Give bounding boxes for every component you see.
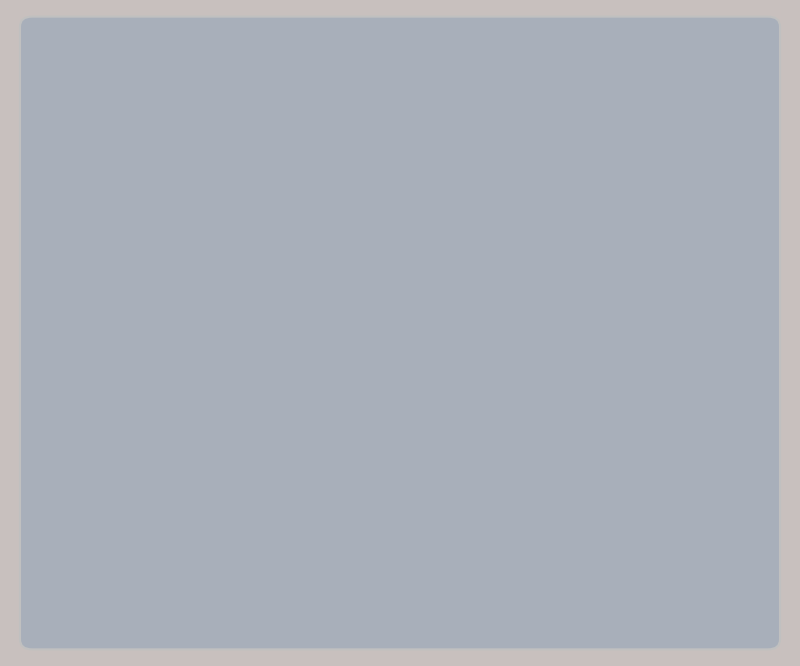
Ellipse shape bbox=[446, 420, 492, 451]
Ellipse shape bbox=[486, 488, 545, 545]
Ellipse shape bbox=[510, 450, 547, 481]
Ellipse shape bbox=[419, 385, 647, 567]
Ellipse shape bbox=[559, 453, 590, 479]
Ellipse shape bbox=[563, 468, 632, 514]
Text: Inner
Membrane: Inner Membrane bbox=[614, 384, 712, 424]
Ellipse shape bbox=[487, 410, 524, 440]
Ellipse shape bbox=[473, 398, 539, 452]
Ellipse shape bbox=[572, 426, 614, 455]
Text: Cellular Respiration: Cellular Respiration bbox=[186, 53, 587, 87]
Text: Mitochondria Structural Features: Mitochondria Structural Features bbox=[475, 328, 646, 338]
Ellipse shape bbox=[498, 501, 531, 532]
Ellipse shape bbox=[516, 406, 588, 455]
Ellipse shape bbox=[478, 468, 506, 494]
Text: and in different places of the cell.: and in different places of the cell. bbox=[52, 168, 497, 194]
FancyBboxPatch shape bbox=[391, 318, 731, 619]
Ellipse shape bbox=[428, 407, 510, 464]
Text: Matrix: Matrix bbox=[414, 498, 540, 537]
Text: Figure 1: Figure 1 bbox=[517, 591, 569, 601]
Ellipse shape bbox=[433, 396, 634, 556]
Ellipse shape bbox=[545, 497, 577, 526]
Ellipse shape bbox=[554, 414, 632, 466]
Ellipse shape bbox=[442, 484, 478, 509]
Ellipse shape bbox=[579, 479, 617, 504]
Ellipse shape bbox=[428, 474, 492, 519]
Ellipse shape bbox=[532, 416, 571, 444]
Text: Membrane: Membrane bbox=[308, 314, 450, 340]
Text: Outer
Membrane: Outer Membrane bbox=[638, 436, 712, 465]
Ellipse shape bbox=[532, 485, 590, 538]
Text: Electron Transport Chain: Inner Mitochondrial: Electron Transport Chain: Inner Mitochon… bbox=[52, 281, 651, 307]
Text: Krebs Cycle: Mitochondrial Matrix: Krebs Cycle: Mitochondrial Matrix bbox=[52, 248, 496, 274]
Text: Cristae: Cristae bbox=[400, 442, 471, 491]
Text: Glycolysis: Cytoplasm (cytosol)Mitochondrial: Glycolysis: Cytoplasm (cytosol)Mitochond… bbox=[52, 216, 645, 242]
Ellipse shape bbox=[410, 375, 657, 577]
Text: Cellular Respiration takes place in three stages: Cellular Respiration takes place in thre… bbox=[52, 139, 675, 165]
